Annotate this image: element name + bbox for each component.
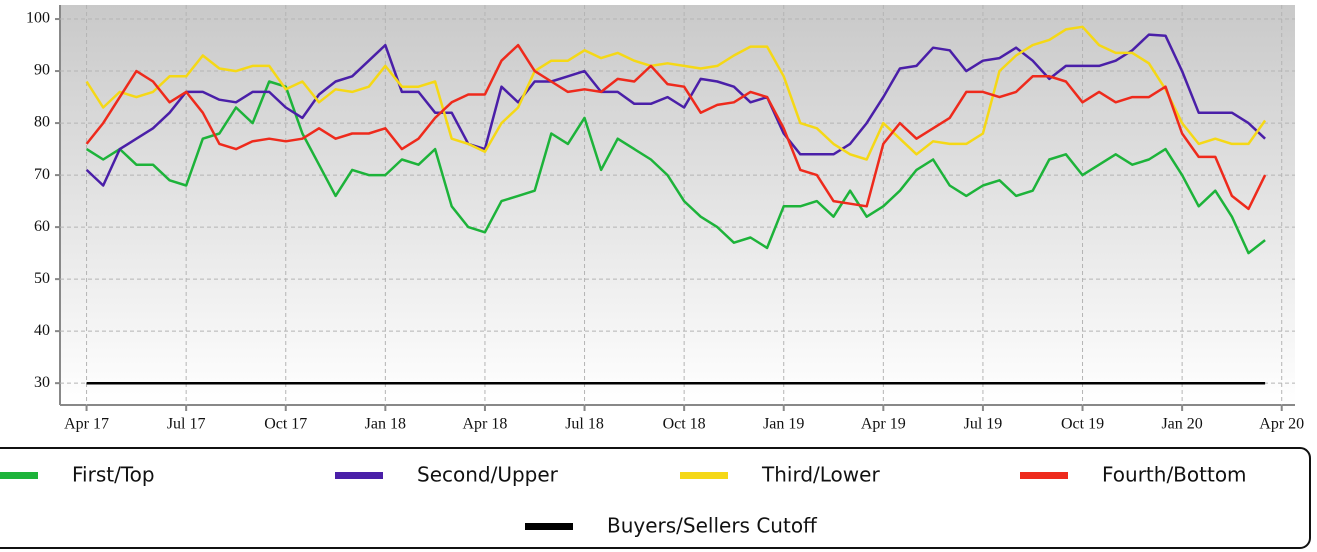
series-line [85, 25, 1267, 161]
y-tick-label: 80 [34, 114, 50, 131]
y-tick-label: 100 [26, 10, 50, 27]
series-line [85, 43, 1267, 211]
x-tick-label: Jul 17 [167, 416, 206, 433]
x-tick-label: Apr 18 [463, 416, 508, 433]
legend-box [0, 447, 1311, 549]
x-tick-label: Apr 20 [1259, 416, 1304, 433]
x-tick-label: Apr 17 [64, 416, 109, 433]
legend-label: Fourth/Bottom [1102, 463, 1247, 487]
legend-label: Second/Upper [417, 463, 559, 487]
legend-label: Third/Lower [761, 463, 880, 487]
x-tick-label: Jan 18 [365, 416, 406, 433]
x-tick-label: Jan 19 [763, 416, 804, 433]
legend-swatch [680, 472, 728, 479]
x-tick-label: Oct 18 [663, 416, 706, 433]
legend-label: First/Top [72, 463, 155, 487]
y-tick-label: 50 [34, 270, 50, 287]
y-tick-label: 90 [34, 62, 50, 79]
y-tick-label: 30 [34, 374, 50, 391]
x-tick-label: Oct 17 [264, 416, 307, 433]
x-tick-label: Oct 19 [1061, 416, 1104, 433]
y-tick-label: 60 [34, 218, 50, 235]
plot-background [60, 5, 1295, 405]
x-tick-label: Jan 20 [1161, 416, 1202, 433]
legend-swatch [0, 472, 38, 479]
legend-swatch [1020, 472, 1068, 479]
legend-label: Buyers/Sellers Cutoff [607, 514, 818, 538]
x-tick-label: Jul 18 [565, 416, 604, 433]
series-line [85, 33, 1266, 187]
legend-swatch [525, 523, 573, 530]
x-tick-label: Apr 19 [861, 416, 906, 433]
x-tick-label: Jul 19 [964, 416, 1003, 433]
legend-swatch [335, 472, 383, 479]
y-tick-label: 70 [34, 166, 50, 183]
y-tick-label: 40 [34, 322, 50, 339]
